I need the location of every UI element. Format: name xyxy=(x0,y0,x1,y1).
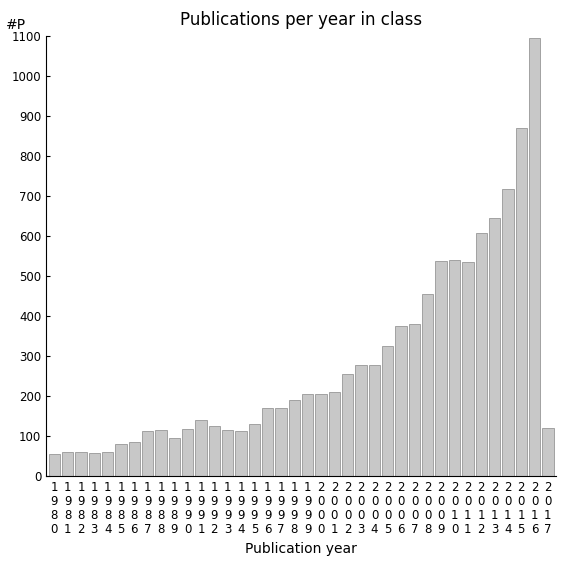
Bar xyxy=(62,452,73,476)
Bar xyxy=(395,327,407,476)
Text: #P: #P xyxy=(6,18,26,32)
Bar xyxy=(489,218,500,476)
Bar xyxy=(422,294,434,476)
Bar xyxy=(102,452,113,476)
Bar xyxy=(168,438,180,476)
Bar xyxy=(249,425,260,476)
Bar xyxy=(462,263,473,476)
Bar xyxy=(182,429,193,476)
Bar xyxy=(75,452,87,476)
Bar xyxy=(142,431,153,476)
Bar xyxy=(476,233,487,476)
Bar xyxy=(262,408,273,476)
Bar xyxy=(155,430,167,476)
Bar xyxy=(115,445,126,476)
Bar xyxy=(329,392,340,476)
Bar xyxy=(369,365,380,476)
Bar xyxy=(235,431,247,476)
Bar xyxy=(542,429,553,476)
Bar xyxy=(88,453,100,476)
X-axis label: Publication year: Publication year xyxy=(245,542,357,556)
Bar xyxy=(49,455,60,476)
Bar xyxy=(276,408,287,476)
Bar xyxy=(129,442,140,476)
Bar xyxy=(502,189,514,476)
Bar xyxy=(342,374,353,476)
Bar xyxy=(315,395,327,476)
Bar xyxy=(529,38,540,476)
Bar xyxy=(289,400,300,476)
Bar xyxy=(435,261,447,476)
Bar xyxy=(515,128,527,476)
Bar xyxy=(356,365,367,476)
Bar xyxy=(222,430,234,476)
Title: Publications per year in class: Publications per year in class xyxy=(180,11,422,29)
Bar xyxy=(449,260,460,476)
Bar xyxy=(382,346,393,476)
Bar xyxy=(409,324,420,476)
Bar xyxy=(302,395,314,476)
Bar xyxy=(196,421,207,476)
Bar xyxy=(209,426,220,476)
